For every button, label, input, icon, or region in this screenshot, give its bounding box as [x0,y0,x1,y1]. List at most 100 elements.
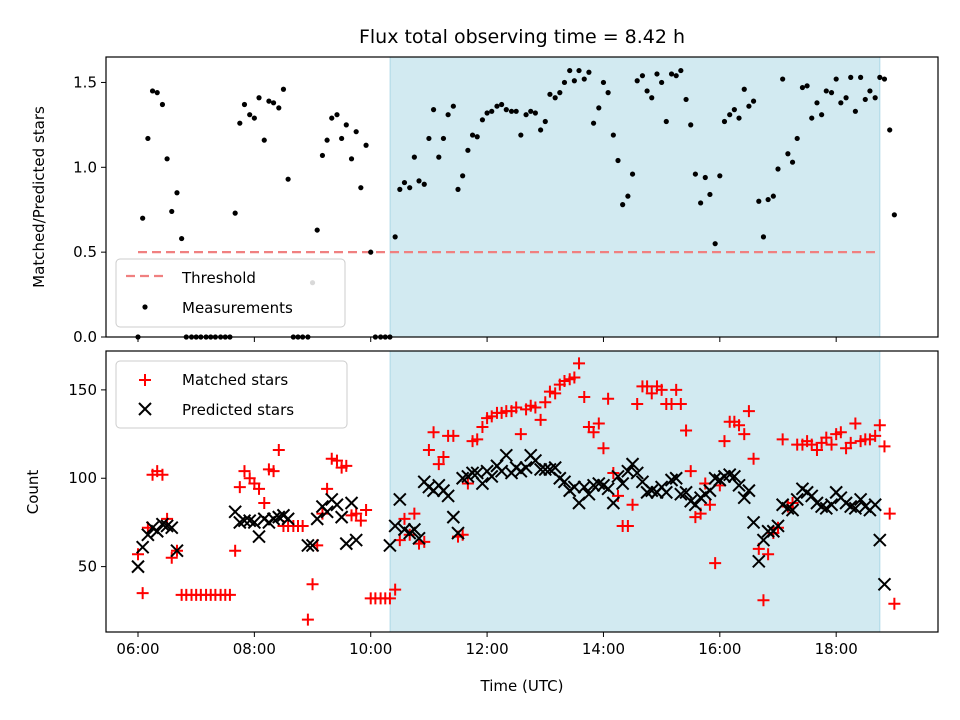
matched-star-point [670,383,683,396]
matched-star-point [383,592,396,605]
matched-star-point [330,454,343,467]
measurement-point [848,74,854,80]
predicted-star-point [170,543,184,558]
matched-star-point [684,465,697,478]
measurement-point [625,193,631,199]
bottom-y-axis-label: Count [24,470,42,515]
measurement-point [474,134,480,140]
measurement-point [629,171,636,177]
matched-star-point [742,405,755,418]
measurement-point [765,196,771,203]
x-tick-label: 14:00 [582,640,625,658]
predicted-star-point [247,515,262,530]
measurement-point [731,107,737,113]
predicted-star-point [688,498,703,512]
bottom-plot-frame [105,350,939,633]
measurement-point [741,86,747,92]
measurement-point [426,135,432,142]
measurement-point [513,108,519,114]
measurement-point [775,166,781,172]
matched-star-point [514,428,527,441]
measurement-point [770,193,776,199]
matched-star-point [267,465,280,478]
bottom-legend-predicted-label: Predicted stars [182,401,294,419]
measurement-point [891,212,897,218]
bottom-panel: 50 100 150 06:00 08:00 10:00 12:00 14:00 16:00 1… [24,350,939,695]
measurement-point [251,115,257,121]
matched-stars-points [132,357,901,626]
matched-star-point [612,489,624,502]
predicted-star-point [877,577,892,591]
measurement-point [445,112,451,118]
measurement-point [465,147,471,153]
predicted-star-point [664,473,679,487]
x-tick-label: 06:00 [116,640,159,658]
matched-star-point [258,496,271,509]
matched-star-point [825,438,838,451]
measurement-point [634,78,640,84]
predicted-star-point [752,554,766,569]
measurement-point [785,151,791,157]
measurement-point [610,132,616,138]
y-tick-label: 1.0 [73,158,97,176]
measurement-point [314,227,320,233]
predicted-star-point [252,529,266,544]
measurement-point [179,235,185,242]
predicted-star-point [606,496,621,510]
top-legend-measurements-swatch [142,304,148,310]
measurement-point [736,115,742,121]
matched-star-point [805,438,818,451]
predicted-star-point [383,538,397,553]
predicted-star-point [679,485,693,500]
predicted-star-point [344,496,359,510]
measurement-point [567,67,573,74]
predicted-star-point [630,466,644,480]
matched-star-point [437,451,450,464]
predicted-star-point [557,475,572,489]
predicted-star-point [519,460,533,475]
measurement-point [440,135,447,142]
measurement-point [542,118,548,125]
measurement-point [401,179,408,186]
measurement-point [843,95,849,101]
matched-star-point [136,587,149,600]
measurement-point [644,88,650,94]
measurement-point [436,154,442,160]
predicted-stars-points [131,448,892,591]
measurement-point [561,79,568,86]
matched-star-point [621,519,634,532]
measurement-point [649,95,655,101]
measurement-point [590,120,597,126]
matched-star-point [578,390,591,403]
matched-star-point [306,578,319,591]
matched-star-point [132,548,144,561]
matched-star-point [350,507,363,520]
matched-star-point [432,458,445,471]
measurement-point [833,76,839,82]
matched-star-point [539,396,552,409]
predicted-star-point [165,521,179,535]
measurement-point [760,234,767,240]
matched-star-point [476,420,489,433]
matched-star-point [340,459,353,472]
measurement-point [756,198,762,204]
predicted-star-point [746,515,761,530]
predicted-star-point [785,503,800,517]
matched-star-point [776,433,789,446]
measurement-point [363,142,369,148]
matched-star-point [422,443,435,456]
top-y-ticks: 0.0 0.5 1.0 1.5 [73,73,106,346]
measurement-point [261,137,267,143]
matched-star-point [529,401,542,414]
matched-star-point [301,613,314,626]
matched-star-point [738,428,751,441]
predicted-star-point [824,498,839,512]
matched-star-point [573,357,586,370]
measurement-point [552,95,558,101]
predicted-star-point [155,517,170,531]
matched-star-point [360,504,373,517]
matched-star-point [645,387,658,400]
matched-star-point [757,594,770,607]
bottom-legend-box [115,360,348,429]
